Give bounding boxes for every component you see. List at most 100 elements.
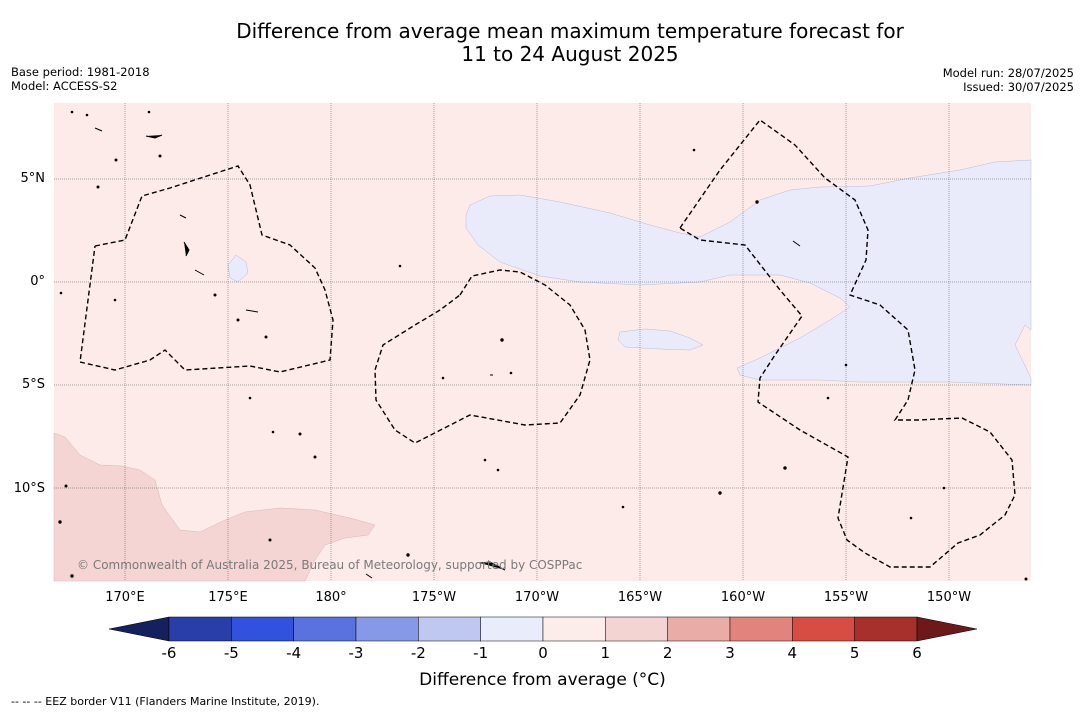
- lon-label-150w: 150°W: [926, 590, 972, 605]
- island: [844, 363, 848, 367]
- colorbar-segment: [480, 616, 544, 642]
- island: [183, 241, 190, 257]
- island: [298, 432, 302, 436]
- colorbar-tick-label: 5: [849, 644, 860, 662]
- cool-region-east: [465, 159, 1032, 386]
- island: [114, 158, 118, 162]
- island: [264, 335, 268, 339]
- island: [1024, 577, 1028, 581]
- colorbar-tick-label: 3: [725, 644, 735, 662]
- colorbar-tick-label: -2: [410, 644, 426, 662]
- island: [145, 134, 163, 139]
- model-run-text: Model run: 28/07/2025: [942, 66, 1074, 80]
- island: [248, 396, 252, 400]
- lat-label-5n: 5°N: [20, 171, 46, 186]
- colorbar-tick-label: 2: [662, 644, 673, 662]
- colorbar-segment: [293, 616, 357, 642]
- map-title: Difference from average mean maximum tem…: [0, 20, 1085, 66]
- island: [85, 113, 89, 117]
- island: [783, 466, 787, 470]
- island: [59, 291, 63, 295]
- lon-label-180: 180°: [315, 590, 347, 605]
- colorbar-segment: [854, 616, 918, 642]
- island: [365, 573, 373, 579]
- eez-legend-footnote: -- -- -- EEZ border V11 (Flanders Marine…: [11, 695, 320, 708]
- island: [236, 318, 240, 322]
- island: [94, 127, 103, 132]
- island: [213, 293, 217, 297]
- lon-label-155w: 155°W: [823, 590, 869, 605]
- island: [909, 516, 913, 520]
- colorbar-extension-high: [916, 616, 978, 642]
- graticule: [54, 103, 1031, 581]
- colorbar-segment: [729, 616, 793, 642]
- island: [398, 264, 402, 268]
- colorbar-segment: [355, 616, 419, 642]
- colorbar-segment: [542, 616, 606, 642]
- island: [58, 520, 62, 524]
- colorbar-extension-low: [108, 616, 170, 642]
- lat-label-0: 0°: [30, 274, 45, 289]
- eez-border-phoenix-islands: [374, 269, 591, 444]
- base-period-text: Base period: 1981-2018: [11, 65, 150, 79]
- lon-label-165w: 165°W: [617, 590, 663, 605]
- warm-region-southwest: [53, 432, 376, 582]
- eez-borders: [79, 119, 1016, 568]
- island: [313, 455, 317, 459]
- lon-label-175w: 175°W: [411, 590, 457, 605]
- island: [70, 574, 74, 578]
- colorbar-tick-label: 1: [600, 644, 611, 662]
- island: [483, 458, 487, 462]
- lat-label-10s: 10°S: [13, 481, 45, 496]
- colorbar-segment: [231, 616, 294, 642]
- colorbar-tick-label: -5: [223, 644, 239, 662]
- island: [496, 468, 500, 472]
- island: [96, 185, 100, 189]
- lon-label-170e: 170°E: [105, 590, 145, 605]
- metadata-left: Base period: 1981-2018 Model: ACCESS-S2: [11, 65, 150, 93]
- colorbar-segment: [418, 616, 481, 642]
- island: [621, 505, 625, 509]
- lon-label-160w: 160°W: [720, 590, 766, 605]
- island: [158, 154, 162, 158]
- island: [755, 200, 759, 204]
- island: [194, 269, 205, 276]
- island: [113, 298, 117, 302]
- lon-label-170w: 170°W: [514, 590, 560, 605]
- island: [942, 486, 946, 490]
- colorbar-tick-label: -1: [473, 644, 489, 662]
- colorbar-segment: [605, 616, 668, 642]
- island: [441, 376, 445, 380]
- copyright-text: © Commonwealth of Australia 2025, Bureau…: [77, 558, 583, 572]
- island: [509, 371, 513, 375]
- island: [271, 430, 275, 434]
- island: [718, 491, 722, 495]
- colorbar: [108, 616, 978, 642]
- cool-patch-west: [227, 254, 249, 283]
- map-title-line2: 11 to 24 August 2025: [461, 42, 679, 66]
- island: [179, 214, 187, 219]
- island: [64, 484, 68, 488]
- metadata-right: Model run: 28/07/2025 Issued: 30/07/2025: [943, 66, 1074, 94]
- colorbar-tick-label: 4: [787, 644, 798, 662]
- island: [692, 148, 696, 152]
- island: [268, 538, 272, 542]
- island: [826, 396, 830, 400]
- eez-border-tuvalu-kiribati-west: [79, 165, 334, 373]
- island: [479, 561, 506, 571]
- lat-label-5s: 5°S: [21, 377, 45, 392]
- lon-label-175e: 175°E: [208, 590, 248, 605]
- colorbar-tick-label: -6: [161, 644, 177, 662]
- island: [406, 553, 410, 557]
- colorbar-segment: [168, 616, 232, 642]
- model-text: Model: ACCESS-S2: [11, 79, 118, 93]
- issued-text: Issued: 30/07/2025: [963, 80, 1074, 94]
- islands: [58, 110, 1028, 581]
- colorbar-tick-label: 0: [538, 644, 548, 662]
- eez-border-line-islands: [679, 119, 1016, 568]
- colorbar-tick-label: 6: [912, 644, 922, 662]
- island: [70, 110, 74, 114]
- island: [147, 110, 151, 114]
- colorbar-tick-label: -3: [348, 644, 364, 662]
